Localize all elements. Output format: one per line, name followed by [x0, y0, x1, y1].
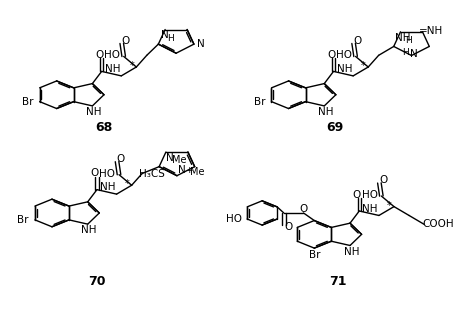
Text: 70: 70	[88, 276, 105, 289]
Text: O: O	[353, 36, 362, 46]
Text: Br: Br	[18, 215, 29, 225]
Text: O: O	[353, 190, 361, 200]
Text: *: *	[361, 61, 366, 71]
Text: *: *	[387, 201, 392, 211]
Text: H: H	[167, 33, 174, 42]
Text: O: O	[327, 50, 335, 60]
Text: +: +	[185, 166, 192, 175]
Text: NH: NH	[86, 107, 101, 117]
Text: NH: NH	[82, 225, 97, 235]
Text: NH: NH	[105, 64, 120, 74]
Text: N: N	[178, 165, 185, 175]
Text: COOH: COOH	[422, 219, 454, 229]
Text: Br: Br	[309, 250, 320, 260]
Text: =NH: =NH	[419, 26, 443, 36]
Text: HO: HO	[100, 169, 115, 179]
Text: O: O	[379, 175, 387, 185]
Text: HO: HO	[226, 214, 242, 224]
Text: O: O	[121, 36, 129, 46]
Text: NH: NH	[100, 182, 116, 192]
Text: 68: 68	[95, 121, 112, 134]
Text: HO: HO	[362, 190, 378, 200]
Text: N: N	[197, 39, 204, 49]
Text: N: N	[410, 48, 417, 58]
Text: H: H	[405, 36, 411, 45]
Text: NH: NH	[318, 107, 333, 117]
Text: HO: HO	[336, 50, 352, 60]
Text: NH: NH	[362, 204, 378, 214]
Text: HO: HO	[104, 50, 120, 60]
Text: NH: NH	[395, 33, 410, 43]
Text: N: N	[166, 153, 173, 163]
Text: NH: NH	[337, 64, 352, 74]
Text: O: O	[117, 154, 125, 164]
Text: Br: Br	[254, 97, 265, 107]
Text: O: O	[91, 168, 99, 178]
Text: H₃CS: H₃CS	[139, 169, 165, 179]
Text: NH: NH	[344, 247, 359, 257]
Text: Me: Me	[172, 155, 186, 165]
Text: 71: 71	[329, 276, 346, 289]
Text: O: O	[284, 222, 292, 232]
Text: Br: Br	[22, 97, 34, 107]
Text: *: *	[129, 61, 134, 71]
Text: *: *	[125, 179, 129, 189]
Text: 69: 69	[327, 121, 344, 134]
Text: N: N	[161, 30, 169, 40]
Text: O: O	[95, 50, 103, 60]
Text: O: O	[300, 204, 308, 214]
Text: H: H	[402, 48, 409, 57]
Text: Me: Me	[190, 167, 204, 177]
